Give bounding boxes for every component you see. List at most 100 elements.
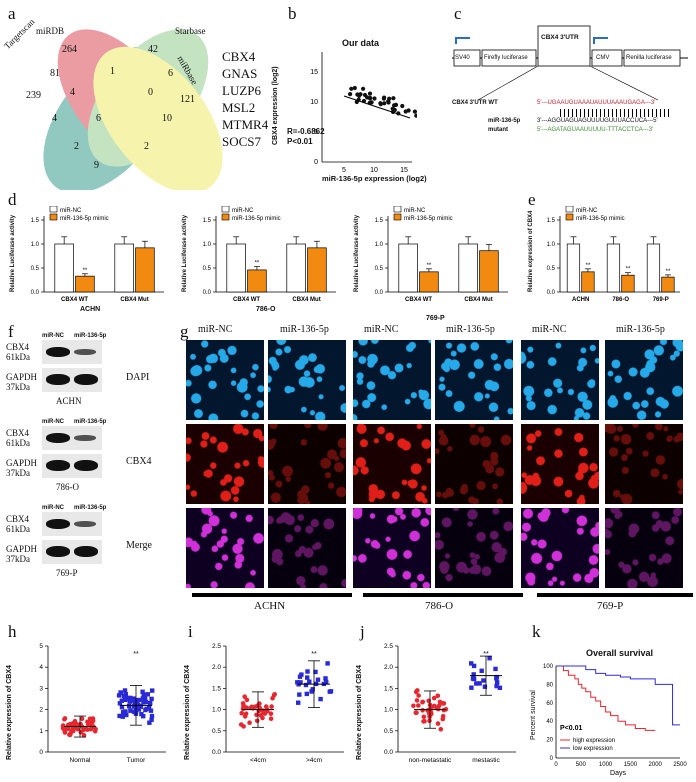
legend-label: miR-136-5p mimic xyxy=(60,216,109,222)
scatter-point xyxy=(349,86,354,91)
scatter-point xyxy=(414,113,417,118)
data-point xyxy=(421,719,426,724)
venn-diagram xyxy=(43,29,223,190)
scatter-point xyxy=(367,91,373,96)
blot-band xyxy=(74,374,98,385)
data-point xyxy=(141,700,146,705)
blot-band xyxy=(74,546,98,557)
chart-ylabel: Relative expression of CBX4 xyxy=(356,665,363,760)
data-point xyxy=(117,713,122,719)
size-label: 61kDa xyxy=(6,438,30,448)
venn-count: 2 xyxy=(74,141,79,152)
data-point xyxy=(123,696,129,701)
gene-name: GNAS xyxy=(222,66,258,81)
data-point xyxy=(127,699,132,704)
tick-label: 0.0 xyxy=(203,290,212,296)
gene-name: MTMR4 xyxy=(222,117,269,132)
scatter-point xyxy=(357,93,362,98)
protein-label: CBX4 xyxy=(6,342,30,352)
size-label: 37kDa xyxy=(6,382,30,392)
tick-label: 1.5 xyxy=(384,685,393,692)
tick-label: 1.0 xyxy=(203,242,212,248)
legend-swatch-nc xyxy=(221,206,230,213)
micrograph-merge xyxy=(605,508,683,588)
data-point xyxy=(87,721,93,726)
legend-swatch-mimic xyxy=(49,213,58,221)
data-point xyxy=(268,716,274,721)
legend-label: low expression xyxy=(573,746,613,752)
venn-set-label-starbase: Starbase xyxy=(175,26,206,36)
bar-chart-d-769p: 0.0 0.5 1.0 1.5 miR-NC miR-136-5p mimic ** CBX4… xyxy=(375,206,508,303)
tick-label: 0 xyxy=(554,762,558,768)
scatter-point xyxy=(412,109,417,114)
data-point xyxy=(130,698,135,703)
data-point xyxy=(141,692,146,697)
protein-label: CBX4 xyxy=(6,514,30,524)
tick-label: 1.5 xyxy=(212,685,221,692)
data-point xyxy=(437,699,443,705)
category-label: CBX4 Mut xyxy=(292,297,320,303)
micrograph-merge xyxy=(186,508,264,588)
data-point xyxy=(80,724,85,730)
cell-group-label: 769-P xyxy=(597,600,624,612)
bar-nc xyxy=(566,243,581,293)
data-point xyxy=(240,701,246,706)
size-label: 37kDa xyxy=(6,554,30,564)
data-point xyxy=(131,709,137,714)
data-point xyxy=(310,687,315,692)
tick-label: 0 xyxy=(39,749,43,756)
legend-swatch-nc xyxy=(565,206,574,213)
data-point xyxy=(438,727,444,732)
panel-label-g: g xyxy=(180,322,189,341)
chart-ylabel: Relative expression of CBX4 xyxy=(528,210,534,292)
data-point xyxy=(62,716,67,722)
significance-label: ** xyxy=(83,268,88,274)
significance-label: ** xyxy=(255,261,260,267)
bar-mimic xyxy=(307,247,327,293)
column-label: miR-136-5p xyxy=(280,324,329,335)
cell-group-bar xyxy=(192,593,352,597)
blot-band xyxy=(46,374,70,385)
cell-line-label: 786-O xyxy=(56,482,79,492)
data-point xyxy=(479,668,484,673)
micrograph-dapi xyxy=(435,340,513,420)
data-point xyxy=(313,669,318,675)
data-point xyxy=(70,727,76,732)
correlation-scatter: 5 10 15 0 5 10 15 xyxy=(310,52,417,174)
data-point xyxy=(81,732,87,738)
significance-label: ** xyxy=(666,269,671,275)
micrograph-cbx4 xyxy=(605,424,683,504)
data-point xyxy=(79,716,85,722)
data-point xyxy=(431,695,437,701)
legend-label: miR-NC xyxy=(60,208,82,214)
data-point xyxy=(268,711,274,716)
row-label: Merge xyxy=(126,540,152,551)
lane-label: miR-136-5p xyxy=(74,333,107,339)
tick-label: 0.5 xyxy=(31,266,40,272)
venn-count: 10 xyxy=(162,113,172,124)
data-point xyxy=(72,718,78,724)
scatter-point xyxy=(369,100,374,105)
bar-mimic xyxy=(479,250,499,293)
significance-label: ** xyxy=(626,267,631,273)
data-point xyxy=(315,677,321,682)
data-point xyxy=(138,704,144,709)
bar-mimic xyxy=(247,269,267,293)
mutant-sequence: 5'---AGATAGUAAUUUUU-TTTACCTCA---3' xyxy=(537,127,654,133)
bar-chart-d-achn: 0.0 0.5 1.0 1.5 miR-NC miR-136-5p mimic ** CBX4… xyxy=(31,206,164,303)
size-label: 37kDa xyxy=(6,468,30,478)
tick-label: 1.0 xyxy=(547,242,556,248)
tick-label: 80 xyxy=(546,682,553,688)
column-label: miR-136-5p xyxy=(616,324,665,335)
data-point xyxy=(471,672,476,677)
gene-name: SOCS7 xyxy=(222,134,262,149)
micrograph-cbx4 xyxy=(353,424,431,504)
panel-label-d: d xyxy=(8,190,17,209)
data-point xyxy=(482,684,488,689)
tick-label: 1000 xyxy=(599,762,613,768)
p-value: P<0.01 xyxy=(560,725,582,732)
micrograph-cbx4 xyxy=(521,424,599,504)
bar-nc xyxy=(114,243,134,293)
category-label: Tumor xyxy=(127,757,146,764)
bar-mimic xyxy=(581,271,595,293)
